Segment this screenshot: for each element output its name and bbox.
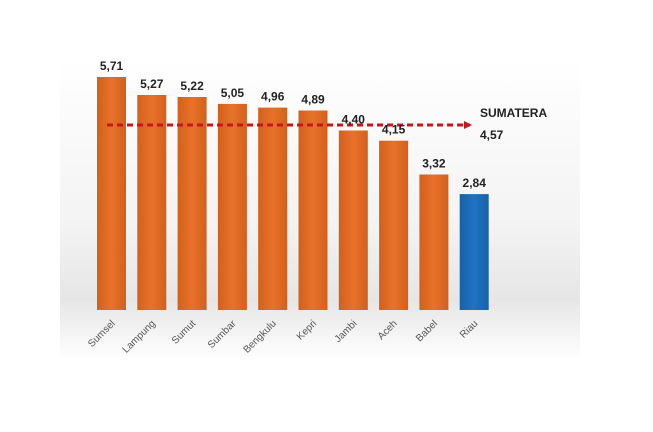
reference-value-label: 4,57 bbox=[480, 128, 504, 142]
value-label-bengkulu: 4,96 bbox=[261, 90, 285, 104]
bar-aceh bbox=[379, 140, 409, 310]
value-label-riau: 2,84 bbox=[463, 176, 487, 190]
bar-sumut bbox=[177, 97, 207, 310]
reference-label: SUMATERA bbox=[480, 106, 547, 120]
bar-bengkulu bbox=[258, 107, 288, 310]
bar-kepri bbox=[298, 110, 328, 310]
value-label-sumsel: 5,71 bbox=[100, 59, 124, 73]
bar-sumsel bbox=[97, 77, 126, 310]
value-label-babel: 3,32 bbox=[422, 157, 446, 171]
value-label-jambi: 4,40 bbox=[342, 113, 366, 127]
bar-babel bbox=[419, 174, 449, 310]
bar-riau bbox=[459, 194, 489, 310]
value-label-lampung: 5,27 bbox=[140, 77, 164, 91]
value-label-aceh: 4,15 bbox=[382, 123, 406, 137]
value-label-sumbar: 5,05 bbox=[221, 86, 245, 100]
bar-sumbar bbox=[217, 103, 247, 311]
bar-jambi bbox=[338, 130, 368, 310]
bar-lampung bbox=[137, 95, 167, 310]
value-label-sumut: 5,22 bbox=[180, 79, 204, 93]
value-label-kepri: 4,89 bbox=[301, 93, 325, 107]
